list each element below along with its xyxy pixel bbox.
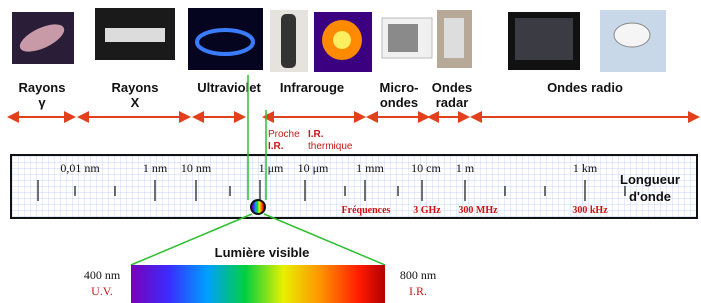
wavelength-label: 10 cm: [411, 161, 441, 175]
thermal-ir-label: I.R.: [308, 129, 324, 140]
wavelength-label: 1 m: [456, 161, 475, 175]
wavelength-label: 0,01 nm: [60, 161, 100, 175]
band-label: X: [131, 95, 140, 110]
wavelength-label: 10 μm: [298, 161, 329, 175]
wavelength-label: 1 km: [573, 161, 598, 175]
band-label: radar: [436, 95, 469, 110]
frequency-label: 3 GHz: [413, 205, 441, 216]
wavelength-label: 1 nm: [143, 161, 168, 175]
visible-left-name: U.V.: [91, 284, 113, 298]
visible-left-wavelength: 400 nm: [84, 268, 121, 282]
band-label: Infrarouge: [280, 80, 344, 95]
axis-title: Longueur: [620, 172, 680, 187]
thermal-ir-label: thermique: [308, 141, 353, 152]
band-label: Micro-: [380, 80, 419, 95]
wavelength-label: 1 mm: [356, 161, 384, 175]
visible-title: Lumière visible: [215, 245, 310, 260]
band-label: Rayons: [112, 80, 159, 95]
frequency-label: 300 MHz: [458, 205, 498, 216]
band-label: Ultraviolet: [197, 80, 261, 95]
band-label: Rayons: [19, 80, 66, 95]
band-label: Ondes: [432, 80, 472, 95]
spectrum-diagram: RayonsγRayonsXUltravioletInfrarougeMicro…: [0, 0, 701, 303]
visible-right-wavelength: 800 nm: [400, 268, 437, 282]
axis-title: d'onde: [629, 189, 671, 204]
wavelength-label: 1 μm: [259, 161, 284, 175]
wavelength-label: 10 nm: [181, 161, 212, 175]
band-label: γ: [38, 95, 46, 110]
band-label: Ondes radio: [547, 80, 623, 95]
near-ir-label: I.R.: [268, 141, 284, 152]
frequency-title: Fréquences: [342, 205, 391, 216]
visible-right-name: I.R.: [409, 284, 427, 298]
image-strip: [12, 8, 666, 72]
frequency-label: 300 kHz: [572, 205, 608, 216]
band-label: ondes: [380, 95, 418, 110]
near-ir-label: Proche: [268, 129, 300, 140]
